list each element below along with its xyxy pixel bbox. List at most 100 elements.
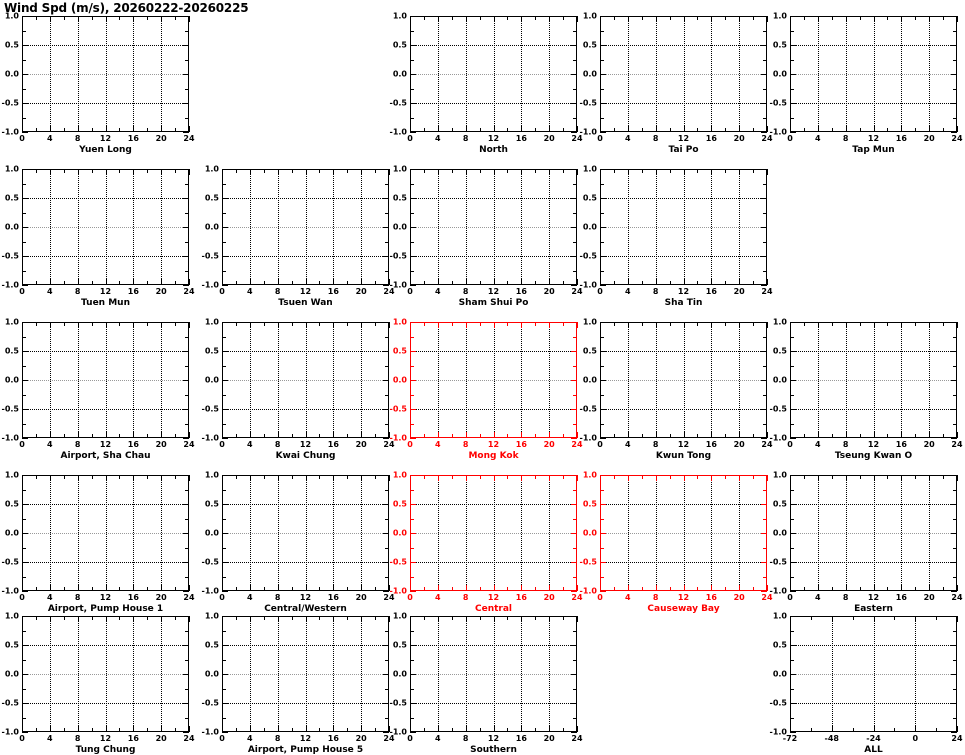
y-axis-tick-label: 0.5 — [772, 640, 787, 650]
y-axis-tick-label: 0.0 — [582, 69, 597, 79]
panel-airport-sha-chau[interactable]: 1.0 0.5 0.0 -0.5 -1.0 0 4 8 12 16 20 24 Airport, Sha… — [2, 318, 195, 462]
y-axis-tick-label: 0.5 — [392, 346, 407, 356]
y-tick-minor-left — [22, 241, 26, 243]
panel-central-western[interactable]: 1.0 0.5 0.0 -0.5 -1.0 0 4 8 12 16 20 24 Central/West… — [202, 471, 395, 615]
vertical-gridline — [437, 616, 439, 732]
y-tick-minor-left — [22, 518, 26, 520]
x-tick-minor-top — [859, 322, 861, 326]
y-tick-right — [571, 256, 577, 257]
panel-tuen-mun[interactable]: 1.0 0.5 0.0 -0.5 -1.0 0 4 8 12 16 20 24 Tuen Mun — [2, 165, 195, 309]
y-axis-tick-label: 0.5 — [582, 40, 597, 50]
x-axis-tick-label: 12 — [677, 440, 690, 449]
x-tick-top — [105, 16, 107, 22]
x-tick-minor-top — [803, 322, 805, 326]
panel-all[interactable]: 1.0 0.5 0.0 -0.5 -1.0 -72 -48 -24 0 24 ALL — [770, 612, 963, 755]
y-tick-minor-left — [22, 423, 26, 425]
x-tick-top — [929, 475, 931, 481]
x-tick-bottom — [361, 726, 363, 732]
vertical-gridline — [77, 475, 79, 591]
panel-airport-pump-house-5[interactable]: 1.0 0.5 0.0 -0.5 -1.0 0 4 8 12 16 20 24 Airport, Pum… — [202, 612, 395, 755]
x-tick-minor-bottom — [535, 587, 537, 591]
x-axis-tick-label: 16 — [127, 287, 139, 296]
y-tick-left — [600, 533, 606, 534]
y-axis-tick-label: 0.5 — [392, 193, 407, 203]
x-tick-minor-bottom — [641, 587, 643, 591]
x-tick-bottom — [655, 279, 657, 285]
panel-tsuen-wan[interactable]: 1.0 0.5 0.0 -0.5 -1.0 0 4 8 12 16 20 24 Tsuen Wan — [202, 165, 395, 309]
y-tick-right — [183, 103, 189, 104]
y-axis-tick-label: 0.0 — [4, 528, 19, 538]
x-axis-tick-label: 24 — [951, 593, 963, 602]
panel-causeway-bay[interactable]: 1.0 0.5 0.0 -0.5 -1.0 0 4 8 12 16 20 24 Causeway Bay — [580, 471, 773, 615]
y-tick-right — [183, 475, 189, 476]
x-tick-minor-top — [119, 169, 121, 173]
x-tick-bottom — [577, 585, 578, 591]
panel-tai-po[interactable]: 1.0 0.5 0.0 -0.5 -1.0 0 4 8 12 16 20 24 Tai Po — [580, 12, 773, 156]
y-tick-minor-right — [185, 717, 189, 719]
x-axis-tick-label: 4 — [47, 593, 53, 602]
x-axis-tick-label: 0 — [19, 593, 25, 602]
x-axis-tick-label: 24 — [761, 287, 773, 296]
x-tick-top — [627, 16, 629, 22]
x-tick-minor-top — [175, 475, 177, 479]
x-axis-tick-label: 24 — [571, 287, 583, 296]
x-tick-minor-top — [943, 16, 945, 20]
panel-airport-pump-house-1[interactable]: 1.0 0.5 0.0 -0.5 -1.0 0 4 8 12 16 20 24 Airport, Pum… — [2, 471, 195, 615]
vertical-gridline — [161, 169, 163, 285]
x-tick-top — [277, 475, 279, 481]
y-axis-tick-label: 0.0 — [392, 528, 407, 538]
panel-tung-chung[interactable]: 1.0 0.5 0.0 -0.5 -1.0 0 4 8 12 16 20 24 Tung Chung — [2, 612, 195, 755]
panel-tseung-kwan-o[interactable]: 1.0 0.5 0.0 -0.5 -1.0 0 4 8 12 16 20 24 Tseung Kwan … — [770, 318, 963, 462]
x-tick-bottom — [549, 585, 551, 591]
y-tick-minor-left — [600, 336, 604, 338]
panel-central[interactable]: 1.0 0.5 0.0 -0.5 -1.0 0 4 8 12 16 20 24 Central — [390, 471, 583, 615]
x-tick-minor-top — [535, 169, 537, 173]
y-tick-minor-right — [185, 365, 189, 367]
x-tick-bottom — [333, 585, 335, 591]
y-tick-minor-left — [410, 59, 414, 61]
y-axis-tick-label: -1.0 — [389, 727, 408, 737]
y-axis-tick-label: 0.5 — [582, 346, 597, 356]
x-axis-tick-label: 8 — [652, 134, 659, 143]
x-tick-minor-top — [235, 322, 237, 326]
x-tick-minor-bottom — [147, 728, 149, 732]
x-axis-tick-label: 12 — [867, 440, 880, 449]
x-axis-tick-label: 16 — [127, 734, 139, 743]
x-tick-minor-top — [563, 475, 565, 479]
panel-sham-shui-po[interactable]: 1.0 0.5 0.0 -0.5 -1.0 0 4 8 12 16 20 24 Sham Shui Po — [390, 165, 583, 309]
x-tick-minor-bottom — [943, 128, 945, 132]
panel-north[interactable]: 1.0 0.5 0.0 -0.5 -1.0 0 4 8 12 16 20 24 North — [390, 12, 583, 156]
x-tick-bottom — [957, 126, 958, 132]
y-axis-tick-label: 1.0 — [4, 470, 19, 480]
y-axis-tick-label: 1.0 — [4, 611, 19, 621]
panel-yuen-long[interactable]: 1.0 0.5 0.0 -0.5 -1.0 0 4 8 12 16 20 24 Yuen Long — [2, 12, 195, 156]
panel-kwai-chung[interactable]: 1.0 0.5 0.0 -0.5 -1.0 0 4 8 12 16 20 24 Kwai Chung — [202, 318, 395, 462]
x-tick-minor-bottom — [147, 587, 149, 591]
x-tick-bottom — [222, 726, 223, 732]
panel-eastern[interactable]: 1.0 0.5 0.0 -0.5 -1.0 0 4 8 12 16 20 24 Eastern — [770, 471, 963, 615]
panel-kwun-tong[interactable]: 1.0 0.5 0.0 -0.5 -1.0 0 4 8 12 16 20 24 Kwun Tong — [580, 318, 773, 462]
panel-sha-tin[interactable]: 1.0 0.5 0.0 -0.5 -1.0 0 4 8 12 16 20 24 Sha Tin — [580, 165, 773, 309]
x-tick-top — [655, 169, 657, 175]
panel-tap-mun[interactable]: 1.0 0.5 0.0 -0.5 -1.0 0 4 8 12 16 20 24 Tap Mun — [770, 12, 963, 156]
y-axis-tick-label: 0.0 — [392, 669, 407, 679]
vertical-gridline — [493, 616, 495, 732]
panel-mong-kok[interactable]: 1.0 0.5 0.0 -0.5 -1.0 0 4 8 12 16 20 24 Mong Kok — [390, 318, 583, 462]
x-tick-bottom — [521, 432, 523, 438]
x-axis-tick-label: 20 — [155, 134, 167, 143]
y-tick-minor-left — [790, 365, 794, 367]
y-tick-minor-left — [410, 30, 414, 32]
x-tick-minor-bottom — [91, 434, 93, 438]
y-axis-tick-label: -1.0 — [201, 586, 220, 596]
x-axis-tick-label: 8 — [652, 440, 659, 449]
panel-southern[interactable]: 1.0 0.5 0.0 -0.5 -1.0 0 4 8 12 16 20 24 Southern — [390, 612, 583, 755]
y-axis-tick-label: 1.0 — [772, 11, 787, 21]
x-axis-tick-label: 16 — [515, 287, 527, 296]
x-axis-tick-label: 4 — [435, 287, 441, 296]
y-tick-left — [790, 562, 796, 563]
vertical-gridline — [465, 322, 467, 438]
x-tick-bottom — [549, 726, 551, 732]
y-tick-right — [951, 16, 957, 17]
x-tick-top — [161, 475, 163, 481]
y-tick-left — [222, 616, 228, 617]
